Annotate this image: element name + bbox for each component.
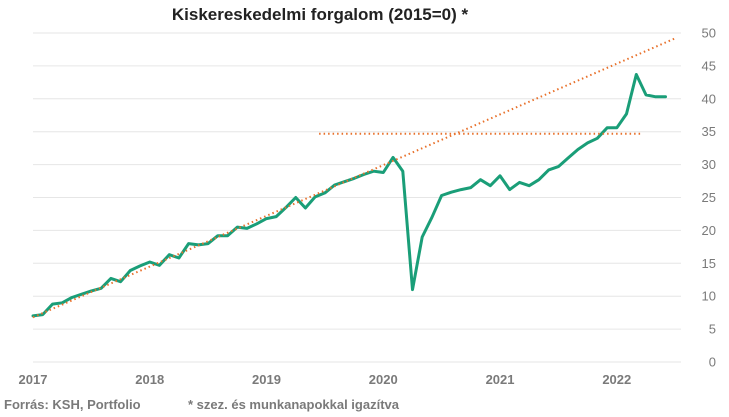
x-tick-label: 2021 (486, 372, 515, 387)
x-axis: 2017 2018 2019 2020 2021 2022 (19, 372, 632, 387)
series-layer (31, 37, 676, 319)
source-note: Forrás: KSH, Portfolio (4, 397, 141, 412)
x-tick-label: 2019 (252, 372, 281, 387)
y-tick-label: 35 (702, 124, 716, 139)
y-tick-label: 50 (702, 26, 716, 41)
x-tick-label: 2017 (19, 372, 48, 387)
y-tick-label: 20 (702, 223, 716, 238)
y-tick-label: 10 (702, 289, 716, 304)
adjustment-note: * szez. és munkanapokkal igazítva (188, 397, 400, 412)
y-axis: 0 5 10 15 20 25 30 35 40 45 50 (702, 26, 716, 370)
y-tick-label: 5 (709, 322, 716, 337)
x-tick-label: 2022 (602, 372, 631, 387)
y-tick-label: 0 (709, 355, 716, 370)
y-tick-label: 15 (702, 256, 716, 271)
y-tick-label: 25 (702, 190, 716, 205)
x-tick-label: 2018 (135, 372, 164, 387)
y-tick-label: 45 (702, 58, 716, 73)
y-tick-label: 40 (702, 91, 716, 106)
x-tick-label: 2020 (369, 372, 398, 387)
chart-title: Kiskereskedelmi forgalom (2015=0) * (172, 5, 469, 24)
series-line-actual (31, 73, 667, 318)
y-tick-label: 30 (702, 157, 716, 172)
gridlines (33, 32, 681, 363)
